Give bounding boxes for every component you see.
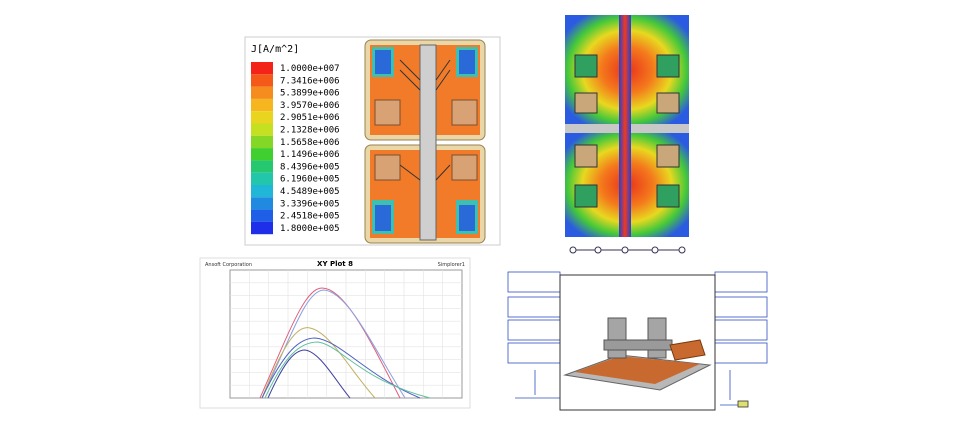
board-right	[565, 15, 689, 254]
legend-level: 2.1328e+006	[280, 126, 340, 136]
legend-swatch	[251, 148, 273, 161]
legend-swatch	[251, 86, 273, 99]
legend-level: 6.1960e+005	[280, 175, 340, 185]
legend-title: J[A/m^2]	[251, 44, 299, 55]
legend-level: 1.8000e+005	[280, 224, 340, 234]
legend-level: 3.3396e+005	[280, 199, 340, 209]
legend-level: 3.9570e+006	[280, 101, 340, 111]
legend-level: 1.0000e+007	[280, 64, 340, 74]
xy-plot: Ansoft Corporation XY Plot 8 Simplorer1	[199, 257, 471, 409]
legend-level: 5.3899e+006	[280, 89, 340, 99]
legend-swatch	[251, 74, 273, 87]
legend-level: 1.1496e+006	[280, 150, 340, 160]
legend-swatch	[251, 160, 273, 173]
plot-title: XY Plot 8	[317, 260, 353, 268]
board-left	[364, 39, 486, 244]
legend-swatch	[251, 197, 273, 210]
legend-level: 4.5489e+005	[280, 187, 340, 197]
legend-swatch	[251, 172, 273, 185]
legend-swatch	[251, 185, 273, 198]
legend-swatch	[251, 98, 273, 112]
model-3d	[563, 317, 712, 391]
legend-swatch	[251, 135, 273, 149]
legend-swatch	[251, 209, 273, 222]
legend-level: 1.5658e+006	[280, 138, 340, 148]
legend-swatch	[251, 111, 273, 124]
legend: 1.0000e+007 7.3416e+006 5.3899e+006 3.9570e…	[251, 62, 340, 235]
plot-company: Ansoft Corporation	[205, 262, 252, 268]
legend-swatch	[251, 123, 273, 136]
legend-level: 2.4518e+005	[280, 212, 340, 222]
legend-level: 2.9051e+006	[280, 113, 340, 123]
legend-level: 7.3416e+006	[280, 76, 340, 86]
plot-design: Simplorer1	[438, 262, 465, 268]
legend-level: 8.4396e+005	[280, 162, 340, 172]
legend-swatch	[251, 221, 273, 235]
legend-swatch	[251, 62, 273, 75]
